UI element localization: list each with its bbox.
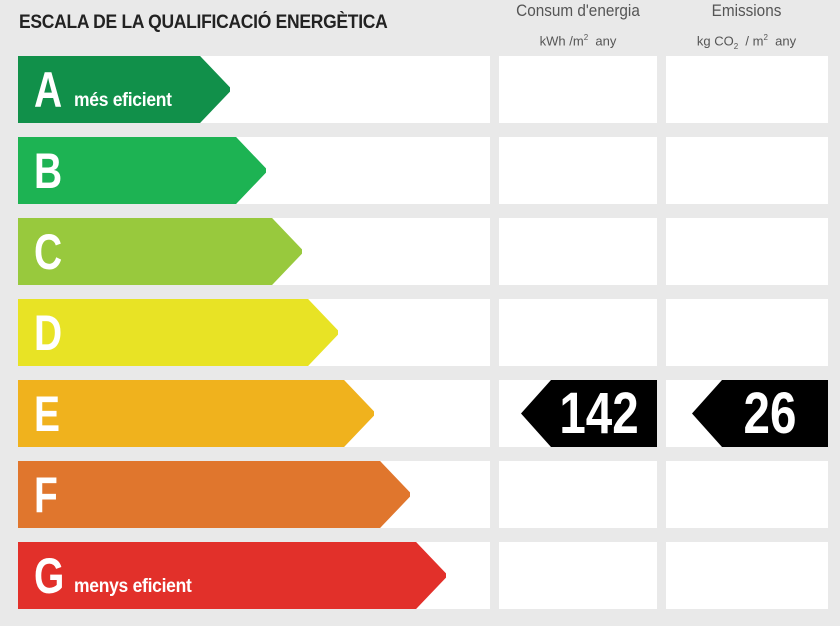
emissions-cell-b	[666, 137, 828, 204]
rating-letter: E	[34, 386, 61, 442]
emissions-unit: kg CO2 / m2 any	[696, 33, 797, 51]
consum-value: 142	[559, 381, 639, 446]
emissions-value: 26	[743, 381, 797, 446]
consum-cell-g	[499, 542, 657, 609]
rating-arrow-g	[18, 542, 446, 609]
rating-caption: més eficient	[74, 90, 172, 111]
emissions-label: Emissions	[711, 1, 782, 20]
consum-unit: kWh /m2 any	[539, 33, 617, 49]
rating-arrow-b	[18, 137, 266, 204]
rating-letter: A	[34, 62, 63, 118]
emissions-cell-e: 26	[666, 380, 828, 447]
consum-cell-b	[499, 137, 657, 204]
consum-cell-d	[499, 299, 657, 366]
emissions-value-tag: 26	[692, 380, 828, 447]
value-tag-shape	[692, 380, 828, 447]
consum-cell-e: 142	[499, 380, 657, 447]
emissions-cell-c	[666, 218, 828, 285]
value-tag-shape	[521, 380, 657, 447]
consum-cell-f	[499, 461, 657, 528]
column-header-emissions: Emissions kg CO2 / m2 any	[665, 0, 828, 57]
emissions-cell-f	[666, 461, 828, 528]
emissions-cell-a	[666, 56, 828, 123]
rating-letter: G	[34, 548, 65, 604]
rating-arrow-d	[18, 299, 338, 366]
emissions-cell-d	[666, 299, 828, 366]
rating-caption: menys eficient	[74, 576, 192, 597]
consum-cell-c	[499, 218, 657, 285]
page-title: ESCALA DE LA QUALIFICACIÓ ENERGÈTICA	[19, 12, 388, 33]
emissions-cell-g	[666, 542, 828, 609]
consum-cell-a	[499, 56, 657, 123]
rating-arrow-c	[18, 218, 302, 285]
rating-arrow-a	[18, 56, 230, 123]
rating-arrow-e	[18, 380, 374, 447]
rating-letter: D	[34, 305, 63, 361]
consum-value-tag: 142	[521, 380, 657, 447]
rating-arrow-f	[18, 461, 410, 528]
rating-letter: C	[34, 224, 63, 280]
rating-letter: F	[34, 467, 58, 523]
consum-label: Consum d'energia	[516, 1, 640, 20]
column-header-consum: Consum d'energia kWh /m2 any	[498, 0, 658, 51]
rating-letter: B	[34, 143, 63, 199]
